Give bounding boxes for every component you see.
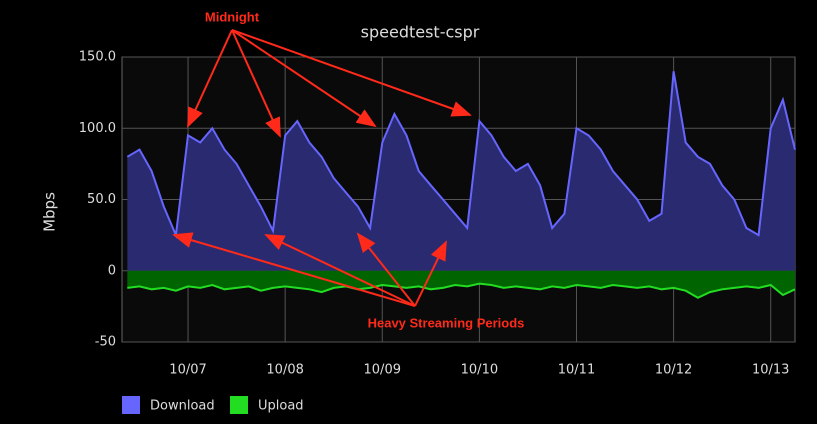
x-tick-label: 10/11 bbox=[558, 363, 595, 378]
x-tick-label: 10/12 bbox=[655, 363, 692, 378]
x-tick-label: 10/08 bbox=[266, 363, 303, 378]
x-tick-label: 10/09 bbox=[364, 363, 401, 378]
annotation: Midnight bbox=[205, 9, 260, 24]
legend-label: Download bbox=[150, 399, 215, 414]
y-tick-label: 100.0 bbox=[79, 121, 116, 136]
y-tick-label: 150.0 bbox=[79, 50, 116, 65]
chart-title: speedtest-cspr bbox=[361, 23, 480, 42]
x-tick-label: 10/07 bbox=[169, 363, 206, 378]
legend-label: Upload bbox=[258, 399, 304, 414]
line bbox=[127, 282, 796, 299]
line bbox=[126, 71, 796, 239]
legend-swatch bbox=[230, 396, 248, 414]
x-tick-label: 10/13 bbox=[752, 363, 789, 378]
annotation: Heavy Streaming Periods bbox=[368, 315, 525, 330]
legend-swatch bbox=[122, 396, 140, 414]
area bbox=[127, 270, 796, 298]
y-tick-label: 0 bbox=[108, 263, 116, 278]
y-axis-label: Mbps bbox=[41, 192, 59, 232]
x-tick-label: 10/10 bbox=[461, 363, 498, 378]
annotation-arrows bbox=[172, 29, 472, 307]
y-tick-label: 50.0 bbox=[87, 192, 116, 207]
y-tick-label: -50 bbox=[95, 335, 116, 350]
area bbox=[127, 71, 796, 271]
